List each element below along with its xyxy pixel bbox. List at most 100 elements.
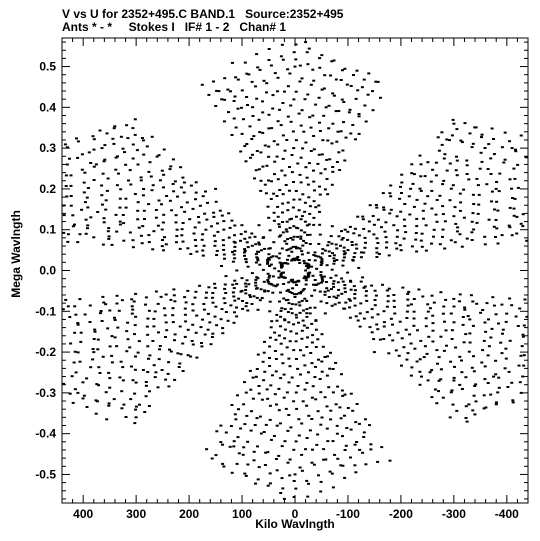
x-tick-label: 400	[73, 507, 93, 521]
uv-point	[232, 440, 236, 443]
uv-point	[243, 282, 247, 285]
uv-point	[245, 414, 249, 417]
uv-point	[369, 443, 373, 446]
uv-point	[495, 200, 499, 203]
uv-point	[380, 446, 384, 449]
uv-point	[481, 309, 485, 311]
uv-point	[297, 209, 301, 212]
uv-point	[246, 463, 250, 466]
uv-point	[433, 388, 437, 391]
uv-point	[472, 394, 476, 397]
uv-point	[432, 228, 436, 231]
uv-point	[369, 448, 373, 451]
uv-point	[402, 346, 406, 349]
uv-point	[144, 381, 148, 383]
uv-point	[215, 249, 219, 252]
uv-point	[487, 143, 491, 146]
x-tick-label: -200	[389, 507, 413, 521]
uv-point	[281, 221, 285, 223]
uv-point	[451, 184, 455, 187]
uv-point	[497, 386, 501, 389]
uv-point	[190, 340, 194, 342]
uv-point	[294, 245, 298, 248]
uv-point	[314, 284, 318, 286]
uv-point	[450, 338, 454, 340]
uv-point	[161, 239, 164, 241]
uv-point	[268, 274, 272, 277]
uv-point	[500, 234, 504, 237]
uv-point	[253, 235, 257, 238]
uv-point	[332, 280, 336, 283]
uv-point	[256, 308, 260, 311]
uv-point	[496, 242, 500, 245]
x-tick-label: -300	[442, 507, 466, 521]
uv-point	[179, 353, 183, 356]
uv-point	[191, 207, 195, 210]
uv-point	[92, 236, 96, 239]
uv-point	[255, 287, 258, 290]
uv-point	[320, 54, 324, 57]
uv-point	[458, 383, 462, 386]
uv-point	[423, 345, 427, 348]
uv-point	[518, 307, 522, 310]
uv-point	[297, 280, 301, 283]
uv-point	[356, 319, 360, 322]
uv-point	[443, 247, 447, 250]
uv-point	[362, 227, 366, 230]
uv-point	[136, 209, 140, 212]
uv-point	[279, 263, 283, 266]
uv-point	[313, 306, 317, 309]
uv-point	[255, 150, 259, 152]
uv-point	[357, 132, 361, 135]
uv-point	[508, 178, 512, 181]
uv-point	[454, 346, 458, 349]
uv-point	[180, 206, 183, 209]
uv-point	[485, 183, 489, 186]
uv-point	[291, 245, 295, 248]
uv-point	[210, 457, 214, 460]
uv-point	[296, 235, 300, 238]
uv-point	[131, 246, 135, 249]
uv-point	[191, 303, 195, 306]
uv-point	[430, 189, 434, 192]
uv-point	[242, 446, 246, 449]
uv-point	[92, 338, 96, 340]
uv-point	[308, 306, 312, 309]
uv-point	[69, 342, 73, 345]
uv-point	[322, 275, 326, 278]
uv-point	[273, 267, 277, 270]
uv-point	[273, 350, 277, 352]
uv-point	[345, 83, 349, 86]
uv-point	[230, 471, 234, 474]
uv-point	[202, 303, 206, 305]
uv-point	[419, 239, 423, 242]
uv-point	[353, 252, 357, 255]
uv-point	[237, 408, 240, 411]
uv-point	[431, 322, 435, 325]
uv-point	[107, 402, 111, 405]
uv-point	[347, 111, 351, 114]
uv-point	[364, 290, 368, 293]
uv-point	[86, 227, 89, 230]
uv-point	[460, 359, 463, 362]
uv-point	[248, 369, 252, 372]
uv-point	[310, 418, 314, 420]
uv-point	[163, 236, 166, 239]
uv-point	[492, 225, 496, 228]
uv-point	[490, 190, 494, 193]
uv-point	[314, 206, 318, 209]
uv-point	[456, 226, 460, 229]
uv-point	[314, 103, 318, 106]
uv-point	[482, 339, 486, 342]
uv-point	[267, 276, 271, 279]
uv-point	[330, 268, 334, 271]
uv-point	[332, 262, 336, 265]
uv-point	[262, 431, 266, 433]
uv-point	[176, 195, 179, 198]
uv-point	[468, 318, 472, 321]
uv-point	[259, 432, 263, 435]
uv-point	[274, 285, 278, 288]
uv-point	[309, 126, 313, 129]
uv-point	[292, 480, 296, 482]
